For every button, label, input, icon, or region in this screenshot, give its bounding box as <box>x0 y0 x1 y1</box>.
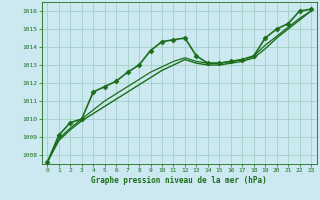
X-axis label: Graphe pression niveau de la mer (hPa): Graphe pression niveau de la mer (hPa) <box>91 176 267 185</box>
